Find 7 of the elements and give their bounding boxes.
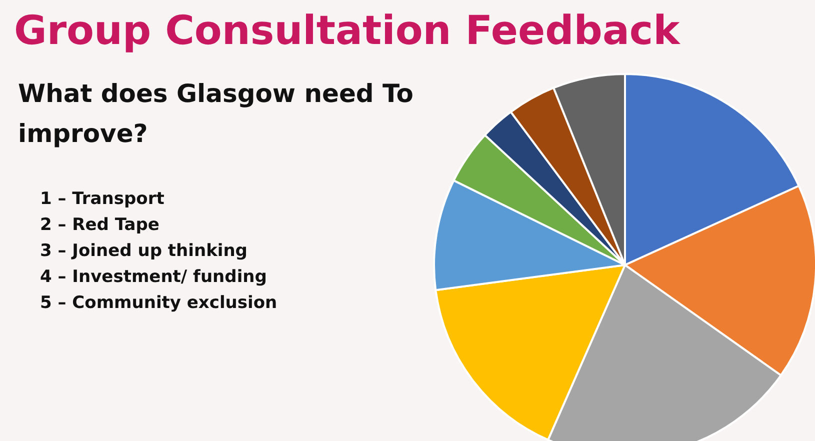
text: What does Glasgow need To improve?	[18, 78, 414, 150]
text: 2 – Red Tape	[40, 214, 160, 237]
text: 4 – Investment/ funding	[40, 266, 268, 289]
text: 3 – Joined up thinking	[40, 240, 248, 263]
text: 5 – Community exclusion	[40, 292, 278, 315]
text: 1 – Transport	[40, 188, 166, 211]
chart-title: Group Consultation Feedback	[14, 8, 680, 54]
